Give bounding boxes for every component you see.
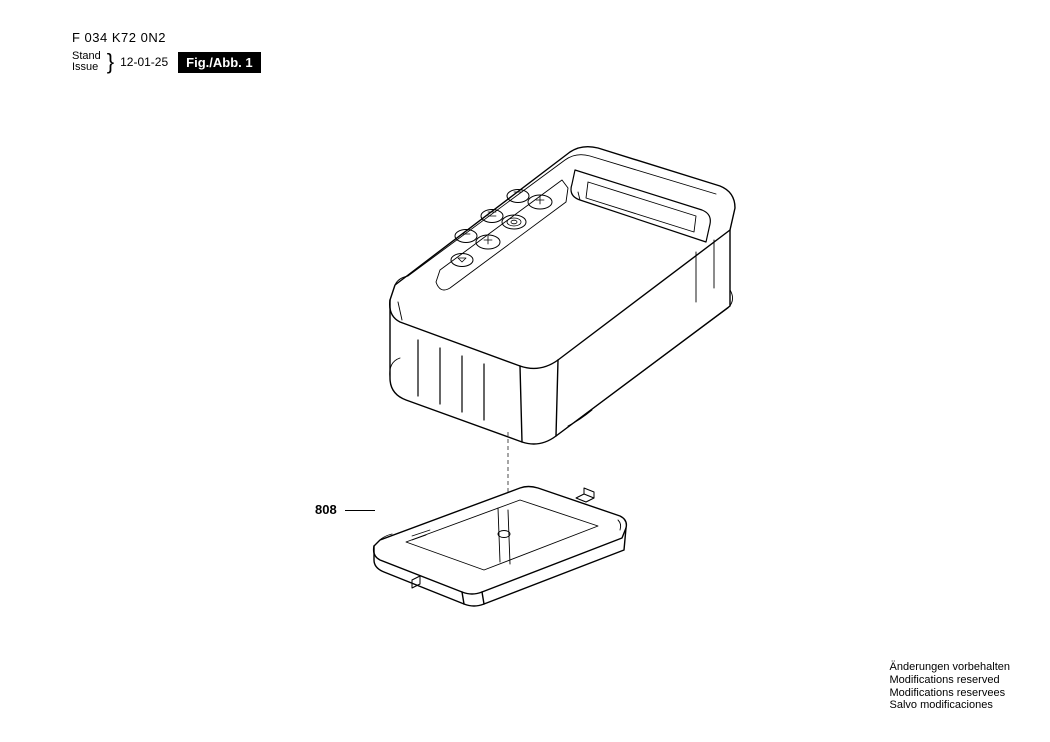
device-svg [340,130,760,470]
issue-row: Stand Issue } 12-01-25 Fig./Abb. 1 [72,51,261,73]
device-diagram [340,130,760,470]
callout-808: 808 [315,502,337,517]
callout-line [345,510,375,511]
footer-line-en: Modifications reserved [890,674,1010,687]
issue-label-issue: Issue [72,62,101,73]
footer-block: Änderungen vorbehalten Modifications res… [890,661,1010,712]
brace-icon: } [107,53,114,71]
header-block: F 034 K72 0N2 Stand Issue } 12-01-25 Fig… [72,30,261,73]
part-number: F 034 K72 0N2 [72,30,261,45]
footer-line-de: Änderungen vorbehalten [890,661,1010,674]
issue-date: 12-01-25 [120,55,168,69]
issue-labels: Stand Issue [72,51,101,73]
footer-line-fr: Modifications reservees [890,687,1010,700]
footer-line-es: Salvo modificaciones [890,699,1010,712]
cover-svg [350,480,650,620]
cover-diagram [350,480,650,620]
figure-badge: Fig./Abb. 1 [178,52,260,73]
